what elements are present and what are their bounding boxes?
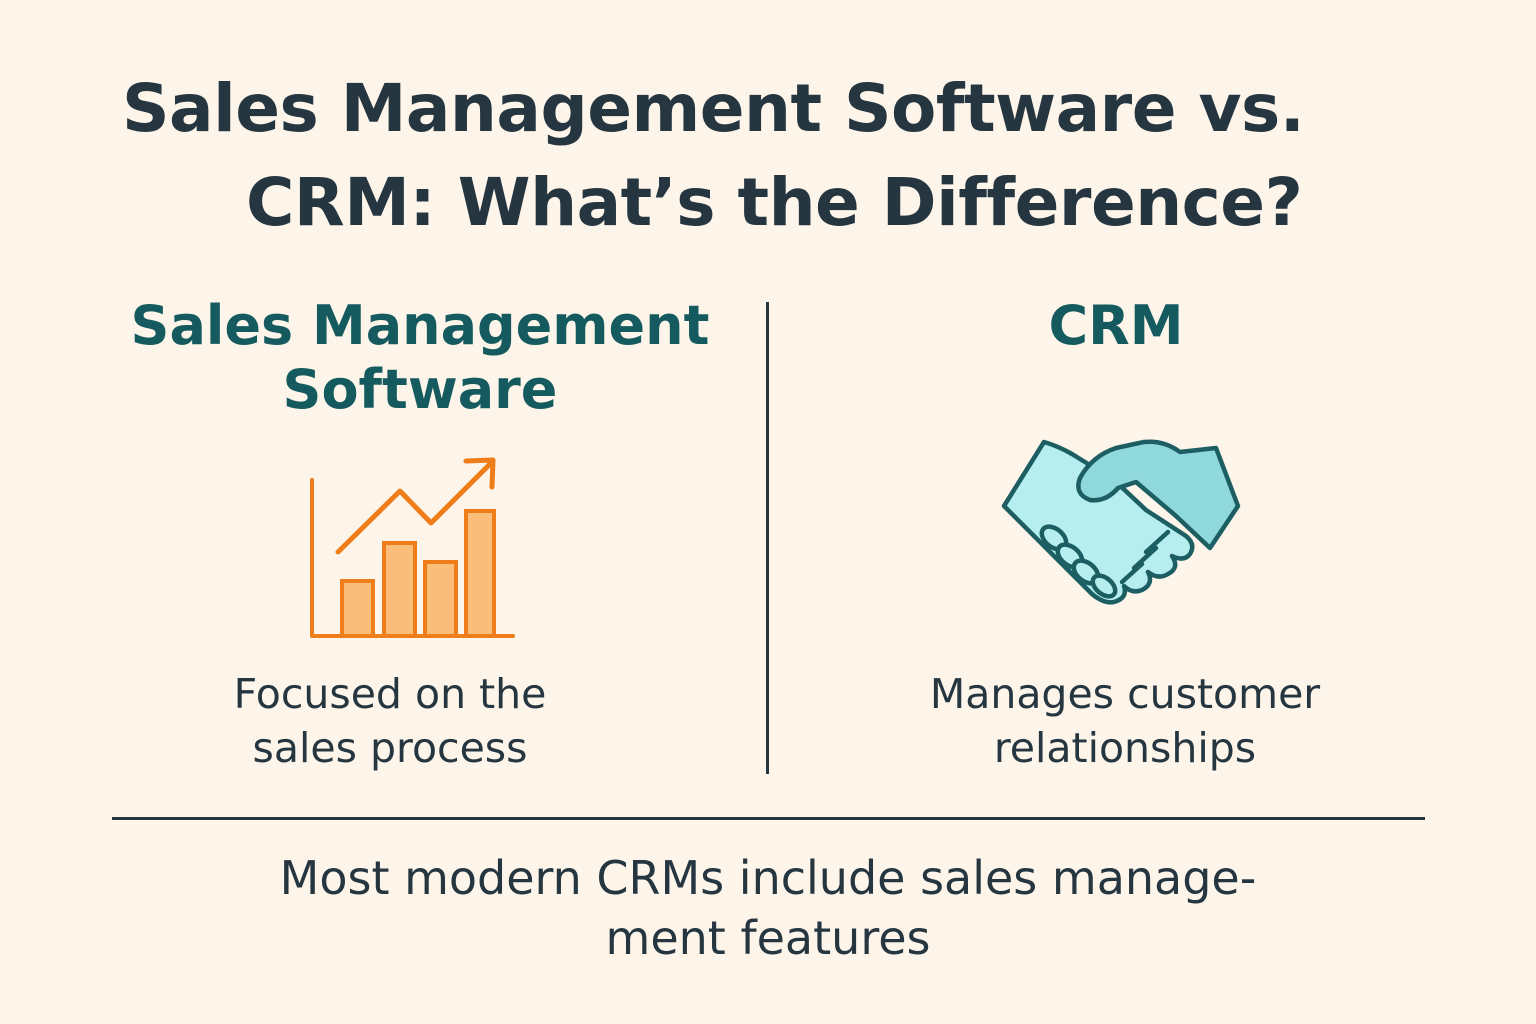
crm-description-line-2: relationships: [993, 724, 1257, 772]
footer-note: Most modern CRMs include sales manage- m…: [200, 848, 1336, 968]
sales-management-description: Focused on the sales process: [180, 667, 600, 775]
crm-description-line-1: Manages customer: [929, 670, 1321, 718]
crm-heading: CRM: [1048, 294, 1184, 357]
footer-divider: [112, 817, 1425, 820]
footer-note-line-2: ment features: [605, 911, 931, 965]
sales-management-heading: Sales Management Software: [90, 294, 750, 422]
sales-management-heading-line-2: Software: [282, 358, 558, 421]
sales-management-description-line-2: sales process: [252, 724, 528, 772]
column-divider: [766, 302, 769, 774]
handshake-icon: [1001, 439, 1241, 605]
sales-management-heading-line-1: Sales Management: [130, 294, 710, 357]
title-line-1: Sales Management Software vs.: [122, 70, 1305, 147]
crm-description: Manages customer relationships: [880, 667, 1370, 775]
bar-chart-growth-icon: [310, 457, 515, 638]
title-line-2: CRM: What’s the Difference?: [246, 164, 1303, 241]
sales-management-description-line-1: Focused on the: [233, 670, 547, 718]
footer-note-line-1: Most modern CRMs include sales manage-: [279, 851, 1257, 905]
